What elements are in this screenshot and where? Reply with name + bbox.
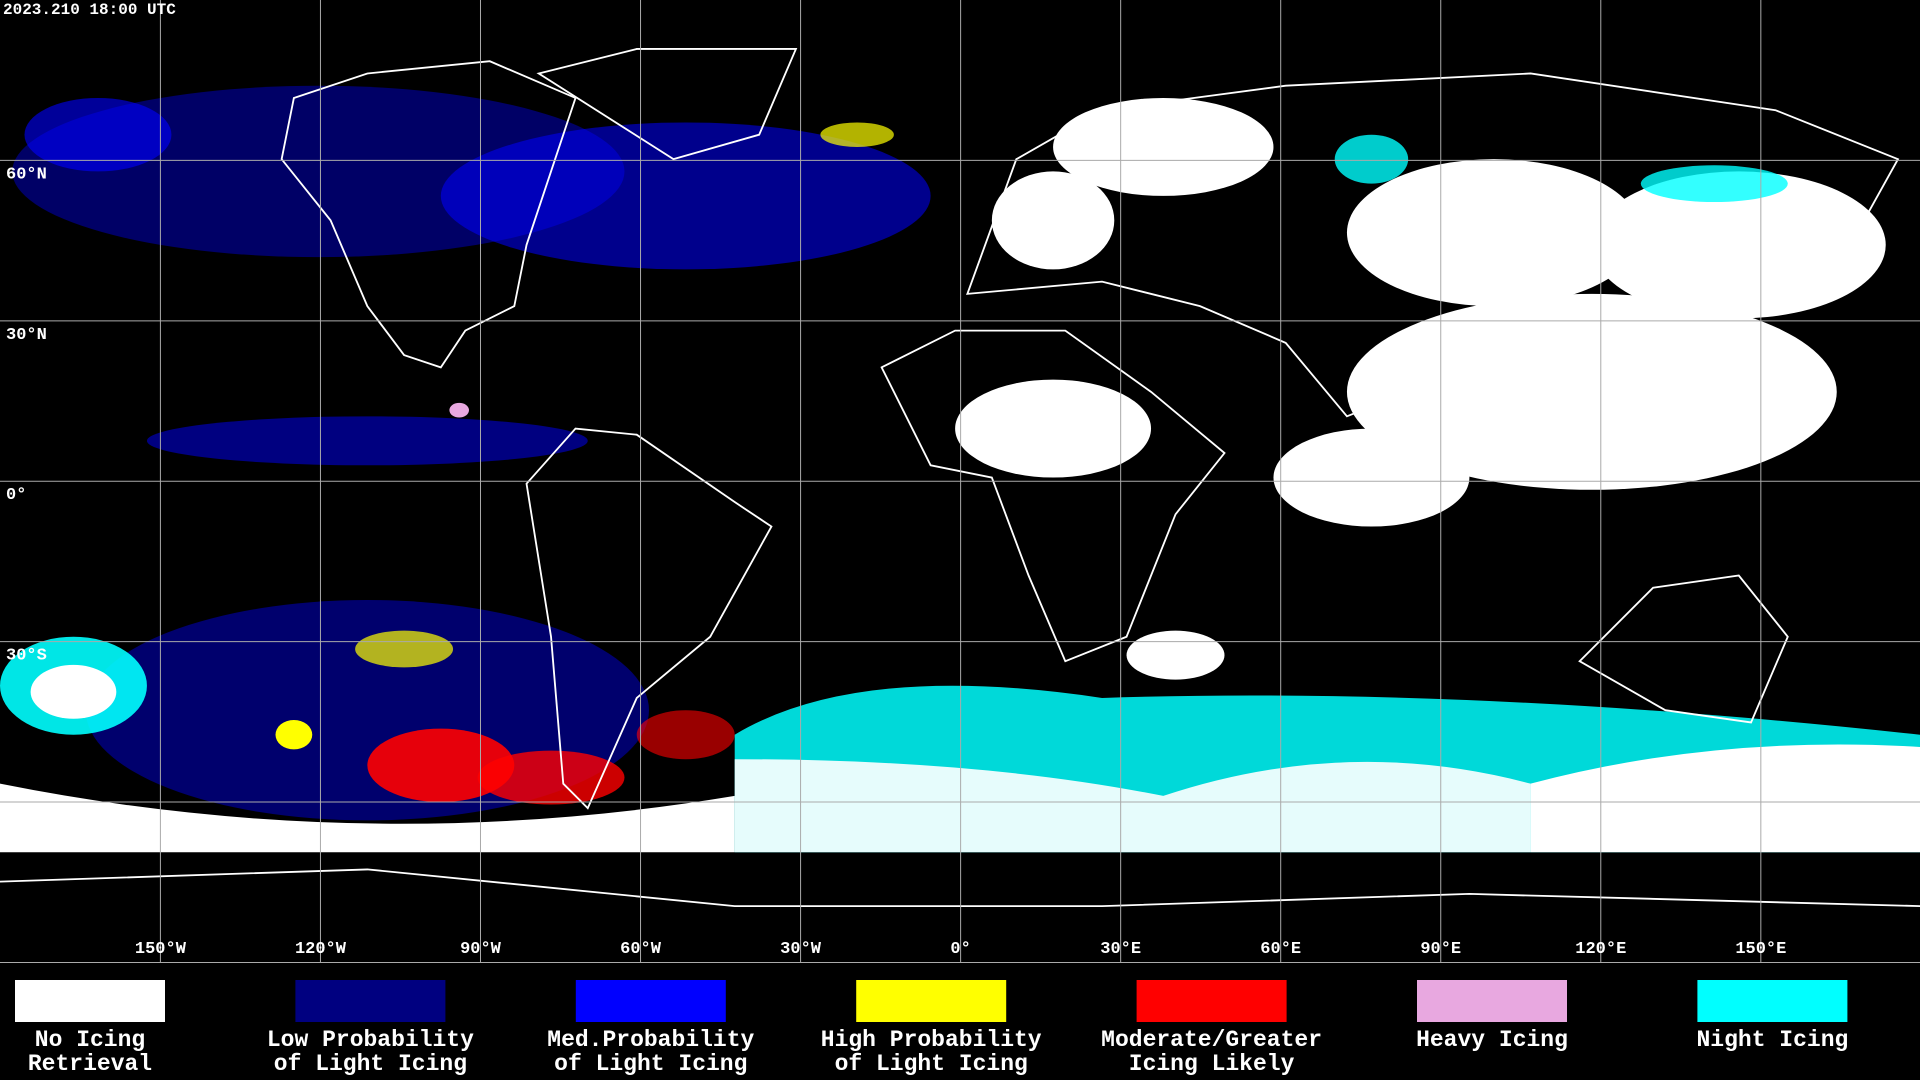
legend-label: Moderate/Greater xyxy=(1101,1027,1322,1053)
longitude-label: 30°E xyxy=(1100,940,1141,959)
legend-swatch xyxy=(856,980,1007,1022)
latitude-label: 60°S xyxy=(6,807,47,826)
legend-label: of Light Icing xyxy=(554,1051,747,1077)
dayside-icing xyxy=(12,85,931,821)
longitude-label: 120°E xyxy=(1575,940,1626,959)
longitude-label: 90°W xyxy=(460,940,502,959)
legend-swatch xyxy=(295,980,446,1022)
legend-swatch xyxy=(1697,980,1848,1022)
legend-label: Icing Likely xyxy=(1129,1051,1295,1077)
legend-label: Night Icing xyxy=(1696,1027,1848,1053)
nightside-clouds xyxy=(0,97,1920,853)
legend-label: No Icing xyxy=(35,1027,145,1053)
legend-swatch xyxy=(575,980,726,1022)
legend-label: Heavy Icing xyxy=(1416,1027,1568,1053)
legend-swatch xyxy=(1136,980,1287,1022)
legend-label: High Probability xyxy=(821,1027,1042,1053)
latitude-label: 30°S xyxy=(6,647,47,666)
legend-label: Low Probability xyxy=(267,1027,474,1053)
latitude-label: 60°N xyxy=(6,165,47,184)
longitude-label: 0° xyxy=(950,940,970,959)
latitude-label: 30°N xyxy=(6,326,47,345)
legend-label: of Light Icing xyxy=(274,1051,467,1077)
longitude-label: 150°W xyxy=(135,940,187,959)
longitude-label: 30°W xyxy=(780,940,822,959)
latitude-label: 0° xyxy=(6,486,26,505)
coastlines xyxy=(0,48,1920,908)
longitude-label: 90°E xyxy=(1420,940,1461,959)
legend-label: of Light Icing xyxy=(835,1051,1028,1077)
legend-swatch xyxy=(1417,980,1567,1022)
longitude-label: 120°W xyxy=(295,940,347,959)
longitude-label: 60°W xyxy=(620,940,662,959)
legend-swatch xyxy=(15,980,165,1022)
longitude-label: 150°E xyxy=(1735,940,1786,959)
timestamp: 2023.210 18:00 UTC xyxy=(3,1,176,19)
longitude-label: 60°E xyxy=(1260,940,1301,959)
graticule xyxy=(0,0,1920,963)
legend-label: Retrieval xyxy=(28,1051,152,1077)
legend-label: Med.Probability xyxy=(547,1027,754,1053)
graticule-labels: 150°W 120°W 90°W 60°W 30°W 0° 30°E 60°E 90°E 120°… xyxy=(6,165,1786,959)
map-imagery xyxy=(0,48,1920,908)
